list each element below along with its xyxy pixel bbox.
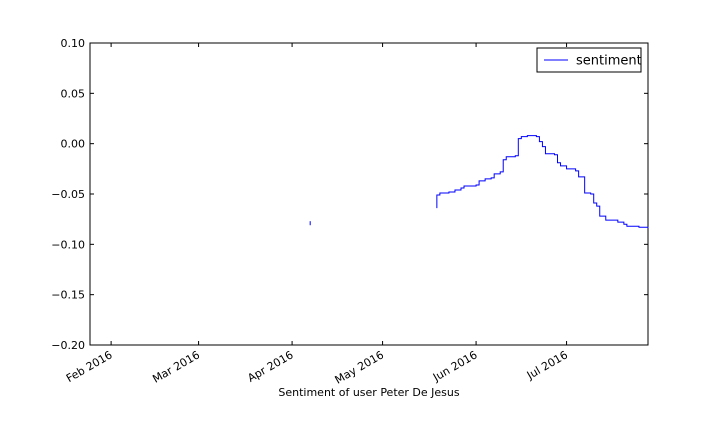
y-tick-label: −0.10: [51, 238, 85, 251]
y-tick-label: 0.10: [61, 37, 86, 50]
y-axis: 0.10 0.05 0.00 −0.05 −0.10 −0.15 −0.20: [51, 37, 648, 352]
x-tick-label: Jun 2016: [430, 348, 480, 384]
series-layer: [309, 135, 649, 229]
y-tick-label: −0.20: [51, 339, 85, 352]
x-axis-title: Sentiment of user Peter De Jesus: [278, 386, 460, 399]
y-tick-label: 0.00: [61, 138, 86, 151]
x-tick-label: Apr 2016: [245, 348, 295, 385]
plot-area: [89, 42, 649, 346]
x-tick-label: Jul 2016: [524, 348, 570, 382]
legend-label-sentiment: sentiment: [576, 54, 642, 69]
x-tick-label: May 2016: [333, 348, 386, 386]
legend: sentiment: [536, 47, 642, 73]
y-tick-label: −0.05: [51, 188, 85, 201]
y-tick-label: −0.15: [51, 289, 85, 302]
series-sentiment-segment-2: [436, 135, 649, 229]
plot-frame: [89, 42, 649, 346]
x-tick-label: Mar 2016: [150, 348, 202, 385]
y-tick-label: 0.05: [61, 87, 86, 100]
x-tick-label: Feb 2016: [64, 348, 115, 385]
